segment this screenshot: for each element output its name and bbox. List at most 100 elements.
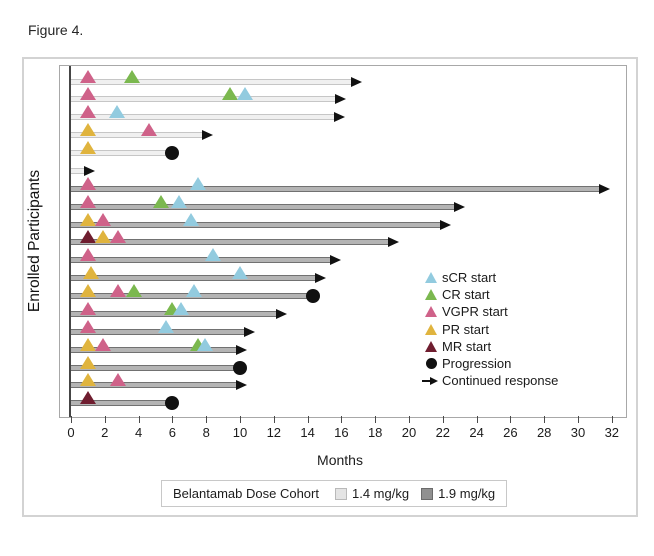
continued-response-arrow xyxy=(235,380,247,391)
x-axis-tick xyxy=(104,416,106,423)
mr-legend-marker xyxy=(422,340,440,352)
x-axis-tick xyxy=(476,416,478,423)
y-axis-label-text: Enrolled Participants xyxy=(26,169,44,312)
progression-icon xyxy=(425,358,437,370)
x-axis-tick-label: 30 xyxy=(570,425,586,440)
vgpr-triangle-icon xyxy=(425,306,437,318)
x-axis-tick xyxy=(611,416,613,423)
x-axis-tick xyxy=(442,416,444,423)
x-axis-tick-label: 32 xyxy=(604,425,620,440)
continued-response-arrowhead-icon xyxy=(430,376,438,385)
legend-item-pr: PR start xyxy=(422,321,558,338)
scr-start-marker xyxy=(189,176,206,190)
continued-response-icon xyxy=(422,379,430,382)
vgpr-start-marker xyxy=(79,194,96,208)
continued-response-arrow xyxy=(201,130,213,141)
x-axis-tick xyxy=(375,416,377,423)
participant-bar xyxy=(71,275,318,282)
participant-bar xyxy=(71,167,86,174)
vgpr-start-marker xyxy=(110,230,127,244)
figure-title: Figure 4. xyxy=(28,22,84,38)
x-axis-tick xyxy=(206,416,208,423)
pr-start-marker xyxy=(79,373,96,387)
scr-legend-marker xyxy=(422,272,440,284)
progression-marker xyxy=(305,289,320,304)
vgpr-start-marker xyxy=(95,337,112,351)
cr-triangle-icon xyxy=(425,289,437,301)
continued-response-arrow xyxy=(315,273,327,284)
continued-response-arrow xyxy=(244,326,256,337)
x-axis-tick xyxy=(409,416,410,423)
legend-item-cr: CR start xyxy=(422,286,558,303)
participant-bar xyxy=(71,346,238,353)
continued-response-arrow xyxy=(330,255,342,266)
scr-start-marker xyxy=(237,87,254,101)
pr-start-marker xyxy=(79,337,96,351)
cr-start-marker xyxy=(123,69,140,83)
x-axis-tick xyxy=(240,416,241,423)
pr-start-marker xyxy=(79,141,96,155)
x-axis-tick xyxy=(172,416,174,423)
participant-bar xyxy=(71,382,238,389)
vgpr-start-marker xyxy=(110,284,127,298)
legend-item-label: Progression xyxy=(442,356,512,372)
legend-item-label: CR start xyxy=(442,287,490,303)
vgpr-start-marker xyxy=(79,87,96,101)
x-axis-tick-label: 2 xyxy=(101,425,109,440)
participant-bar xyxy=(71,96,338,103)
vgpr-start-marker xyxy=(79,301,96,315)
vgpr-start-marker xyxy=(95,212,112,226)
x-axis-tick xyxy=(71,416,72,423)
x-axis-tick-label: 28 xyxy=(536,425,552,440)
scr-start-marker xyxy=(108,105,125,119)
x-axis-tick xyxy=(544,416,546,423)
participant-bar xyxy=(71,150,173,157)
dose-legend-title: Belantamab Dose Cohort xyxy=(173,486,319,501)
legend-item-label: sCR start xyxy=(442,270,497,286)
continued-response-arrow xyxy=(235,344,247,355)
progression-marker xyxy=(165,146,180,161)
legend-item-mr: MR start xyxy=(422,338,558,355)
mr-start-marker xyxy=(79,230,96,244)
pr-legend-marker xyxy=(422,323,440,335)
marker-legend: sCR start CR start VGPR start PR start MR st… xyxy=(422,269,558,389)
dose-item-label: 1.9 mg/kg xyxy=(438,486,496,501)
continued-response-arrow xyxy=(350,76,362,87)
plot-area: sCR start CR start VGPR start PR start MR st… xyxy=(59,65,627,440)
legend-item-label: Continued response xyxy=(442,373,559,389)
x-axis-tick-label: 8 xyxy=(202,425,210,440)
x-axis-tick-label: 22 xyxy=(435,425,451,440)
mr-start-marker xyxy=(79,391,96,405)
dose-item-light: 1.4 mg/kg xyxy=(334,486,409,501)
legend-item-continued: Continued response xyxy=(422,372,558,389)
mr-triangle-icon xyxy=(425,340,437,352)
scr-start-marker xyxy=(172,301,189,315)
continued-response-arrow xyxy=(387,237,399,248)
scr-start-marker xyxy=(232,266,248,280)
legend-item-label: VGPR start xyxy=(442,304,508,320)
dose-swatch-dark xyxy=(421,487,434,500)
dose-item-dark: 1.9 mg/kg xyxy=(421,486,495,501)
cr-legend-marker xyxy=(422,289,440,301)
x-axis-tick xyxy=(307,416,309,423)
x-axis-tick-label: 26 xyxy=(503,425,518,440)
continued-response-arrow xyxy=(333,112,345,123)
participant-bar xyxy=(71,203,456,210)
legend-item-progression: Progression xyxy=(422,355,558,372)
progression-marker xyxy=(165,396,180,411)
participant-bar xyxy=(71,78,353,85)
participant-bar xyxy=(71,132,204,139)
vgpr-start-marker xyxy=(79,176,96,190)
scr-start-marker xyxy=(204,248,221,262)
x-axis-tick xyxy=(341,416,343,423)
y-axis-label: Enrolled Participants xyxy=(22,65,48,416)
scr-start-marker xyxy=(171,194,188,208)
x-axis-tick-label: 12 xyxy=(266,425,282,440)
x-axis-tick-label: 10 xyxy=(232,425,248,440)
pr-start-marker xyxy=(79,212,96,226)
continued-legend-marker xyxy=(422,376,440,385)
vgpr-start-marker xyxy=(110,373,127,387)
x-axis-tick xyxy=(578,416,579,423)
scr-start-marker xyxy=(182,212,199,226)
x-axis-tick-label: 4 xyxy=(134,425,143,440)
